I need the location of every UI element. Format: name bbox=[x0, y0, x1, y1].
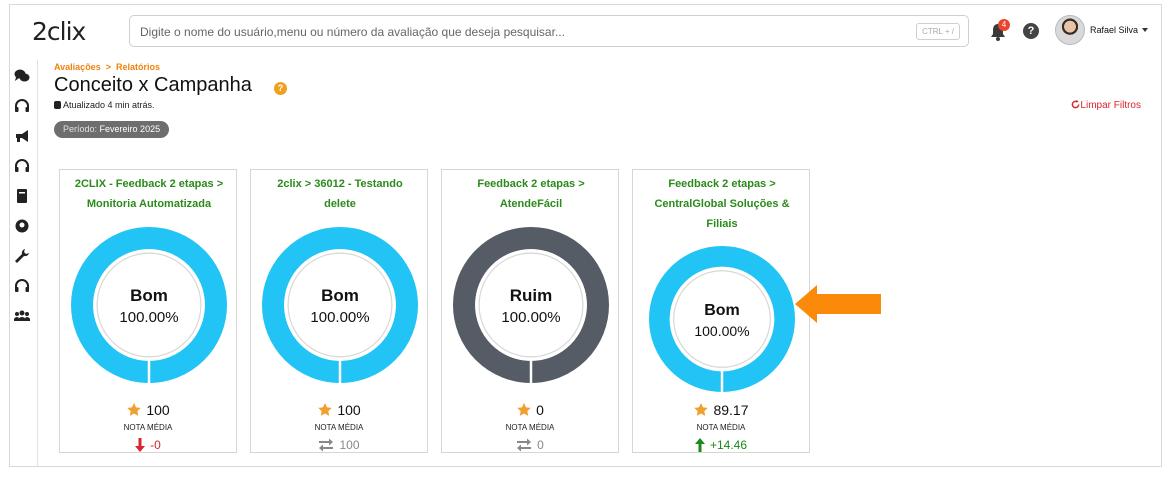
refresh-icon bbox=[1072, 100, 1080, 109]
average-score-label: NOTA MÉDIA bbox=[505, 423, 555, 432]
headset-icon[interactable] bbox=[14, 278, 30, 294]
card-title-line: 2CLIX - Feedback 2 etapas > bbox=[74, 178, 224, 190]
headset-icon[interactable] bbox=[14, 98, 30, 114]
page-help-icon[interactable]: ? bbox=[274, 82, 287, 95]
support-agent-icon[interactable] bbox=[14, 218, 30, 234]
wrench-icon[interactable] bbox=[14, 248, 30, 264]
average-score: 89.17 bbox=[633, 402, 809, 418]
donut-inner-ring bbox=[96, 252, 202, 358]
top-header: 2clix CTRL + / 4 ? Rafael Silva bbox=[10, 5, 1161, 60]
breadcrumb-separator: > bbox=[105, 62, 111, 72]
score-delta-value: 100 bbox=[339, 438, 360, 452]
score-delta-value: +14.46 bbox=[709, 438, 748, 452]
average-score-value: 100 bbox=[146, 402, 170, 418]
arrow-down-icon bbox=[135, 438, 146, 452]
score-delta-value: 0 bbox=[537, 438, 544, 452]
card-title-line: delete bbox=[324, 198, 356, 210]
card-title-line: Filiais bbox=[706, 218, 738, 230]
campaign-card[interactable]: 2clix > 36012 - Testando delete Bom 100.… bbox=[250, 169, 428, 453]
concept-label: Ruim bbox=[510, 286, 553, 305]
star-icon bbox=[517, 403, 531, 416]
global-search[interactable]: CTRL + / bbox=[129, 15, 969, 47]
notification-count-badge: 4 bbox=[998, 19, 1010, 31]
chat-icon[interactable] bbox=[14, 68, 30, 84]
concept-donut-chart[interactable]: Bom 100.00% bbox=[261, 226, 419, 384]
user-avatar[interactable] bbox=[1055, 15, 1085, 45]
clear-filters-link[interactable]: Limpar Filtros bbox=[1071, 100, 1141, 111]
sidebar bbox=[10, 60, 38, 467]
average-score: 100 bbox=[251, 402, 427, 418]
score-delta: 100 bbox=[251, 438, 427, 452]
last-updated-text: Atualizado 4 min atrás. bbox=[63, 100, 155, 110]
headset-icon[interactable] bbox=[14, 158, 30, 174]
chevron-down-icon[interactable] bbox=[1142, 28, 1148, 32]
breadcrumb-item-avaliacoes[interactable]: Avaliações bbox=[54, 62, 101, 72]
search-input[interactable] bbox=[140, 22, 900, 42]
card-title[interactable]: Feedback 2 etapas > CentralGlobal Soluçõ… bbox=[637, 174, 807, 234]
period-filter-chip[interactable]: Período: Fevereiro 2025 bbox=[54, 121, 170, 138]
megaphone-icon[interactable] bbox=[14, 128, 30, 144]
score-delta: +14.46 bbox=[633, 438, 809, 452]
card-title-line: AtendeFácil bbox=[499, 198, 563, 210]
star-icon bbox=[318, 403, 333, 416]
last-updated: Atualizado 4 min atrás. bbox=[54, 100, 155, 110]
clear-filters-label: Limpar Filtros bbox=[1080, 100, 1141, 111]
concept-donut-chart[interactable]: Bom 100.00% bbox=[70, 226, 228, 384]
card-title-line: Monitoria Automatizada bbox=[86, 198, 212, 210]
star-icon bbox=[694, 403, 709, 416]
score-delta: 0 bbox=[442, 438, 618, 452]
average-score-value: 100 bbox=[337, 402, 361, 418]
concept-label: Bom bbox=[321, 286, 359, 305]
period-value: Fevereiro 2025 bbox=[99, 124, 161, 134]
concept-percent: 100.00% bbox=[694, 323, 749, 339]
average-score-value: 0 bbox=[536, 402, 544, 418]
page-title: Conceito x Campanha bbox=[54, 74, 252, 96]
donut-inner-ring bbox=[287, 252, 393, 358]
breadcrumb-item-relatorios[interactable]: Relatórios bbox=[115, 62, 160, 72]
database-icon bbox=[54, 101, 61, 109]
arrow-up-icon bbox=[694, 438, 705, 452]
swap-arrows-icon bbox=[517, 438, 532, 452]
period-label: Período: bbox=[63, 124, 98, 134]
score-delta: -0 bbox=[60, 438, 236, 452]
concept-percent: 100.00% bbox=[501, 309, 560, 326]
highlight-arrow-icon bbox=[795, 285, 881, 323]
donut-inner-ring bbox=[478, 252, 584, 358]
card-title-line: Feedback 2 etapas > bbox=[477, 178, 585, 190]
swap-arrows-icon bbox=[319, 438, 334, 452]
card-title-line: Feedback 2 etapas > bbox=[668, 178, 776, 190]
users-icon[interactable] bbox=[14, 308, 30, 324]
campaign-card[interactable]: Feedback 2 etapas > AtendeFácil Ruim 100… bbox=[441, 169, 619, 453]
donut-inner-ring bbox=[673, 270, 771, 368]
concept-donut-chart[interactable]: Bom 100.00% bbox=[648, 245, 796, 393]
average-score-label: NOTA MÉDIA bbox=[696, 423, 746, 432]
card-title[interactable]: Feedback 2 etapas > AtendeFácil bbox=[446, 174, 616, 214]
app-logo[interactable]: 2clix bbox=[32, 17, 86, 46]
breadcrumb: Avaliações > Relatórios bbox=[54, 62, 160, 72]
search-shortcut-hint: CTRL + / bbox=[916, 23, 960, 40]
user-name[interactable]: Rafael Silva bbox=[1090, 25, 1139, 35]
book-icon[interactable] bbox=[14, 188, 30, 204]
concept-percent: 100.00% bbox=[119, 309, 178, 326]
card-title-line: 2clix > 36012 - Testando bbox=[277, 178, 403, 190]
concept-percent: 100.00% bbox=[310, 309, 369, 326]
card-title-line: CentralGlobal Soluções & bbox=[654, 198, 790, 210]
campaign-card[interactable]: 2CLIX - Feedback 2 etapas > Monitoria Au… bbox=[59, 169, 237, 453]
card-title[interactable]: 2clix > 36012 - Testando delete bbox=[255, 174, 425, 214]
average-score-label: NOTA MÉDIA bbox=[314, 423, 364, 432]
concept-donut-chart[interactable]: Ruim 100.00% bbox=[452, 226, 610, 384]
star-icon bbox=[127, 403, 142, 416]
average-score-label: NOTA MÉDIA bbox=[123, 423, 173, 432]
app-frame: 2clix CTRL + / 4 ? Rafael Silva bbox=[9, 4, 1162, 467]
average-score: 100 bbox=[60, 402, 236, 418]
score-delta-value: -0 bbox=[150, 438, 161, 452]
help-icon[interactable]: ? bbox=[1023, 23, 1039, 39]
card-title[interactable]: 2CLIX - Feedback 2 etapas > Monitoria Au… bbox=[64, 174, 234, 214]
campaign-card[interactable]: Feedback 2 etapas > CentralGlobal Soluçõ… bbox=[632, 169, 810, 453]
concept-label: Bom bbox=[704, 302, 740, 319]
average-score: 0 bbox=[442, 402, 618, 418]
concept-label: Bom bbox=[130, 286, 168, 305]
average-score-value: 89.17 bbox=[713, 402, 749, 418]
